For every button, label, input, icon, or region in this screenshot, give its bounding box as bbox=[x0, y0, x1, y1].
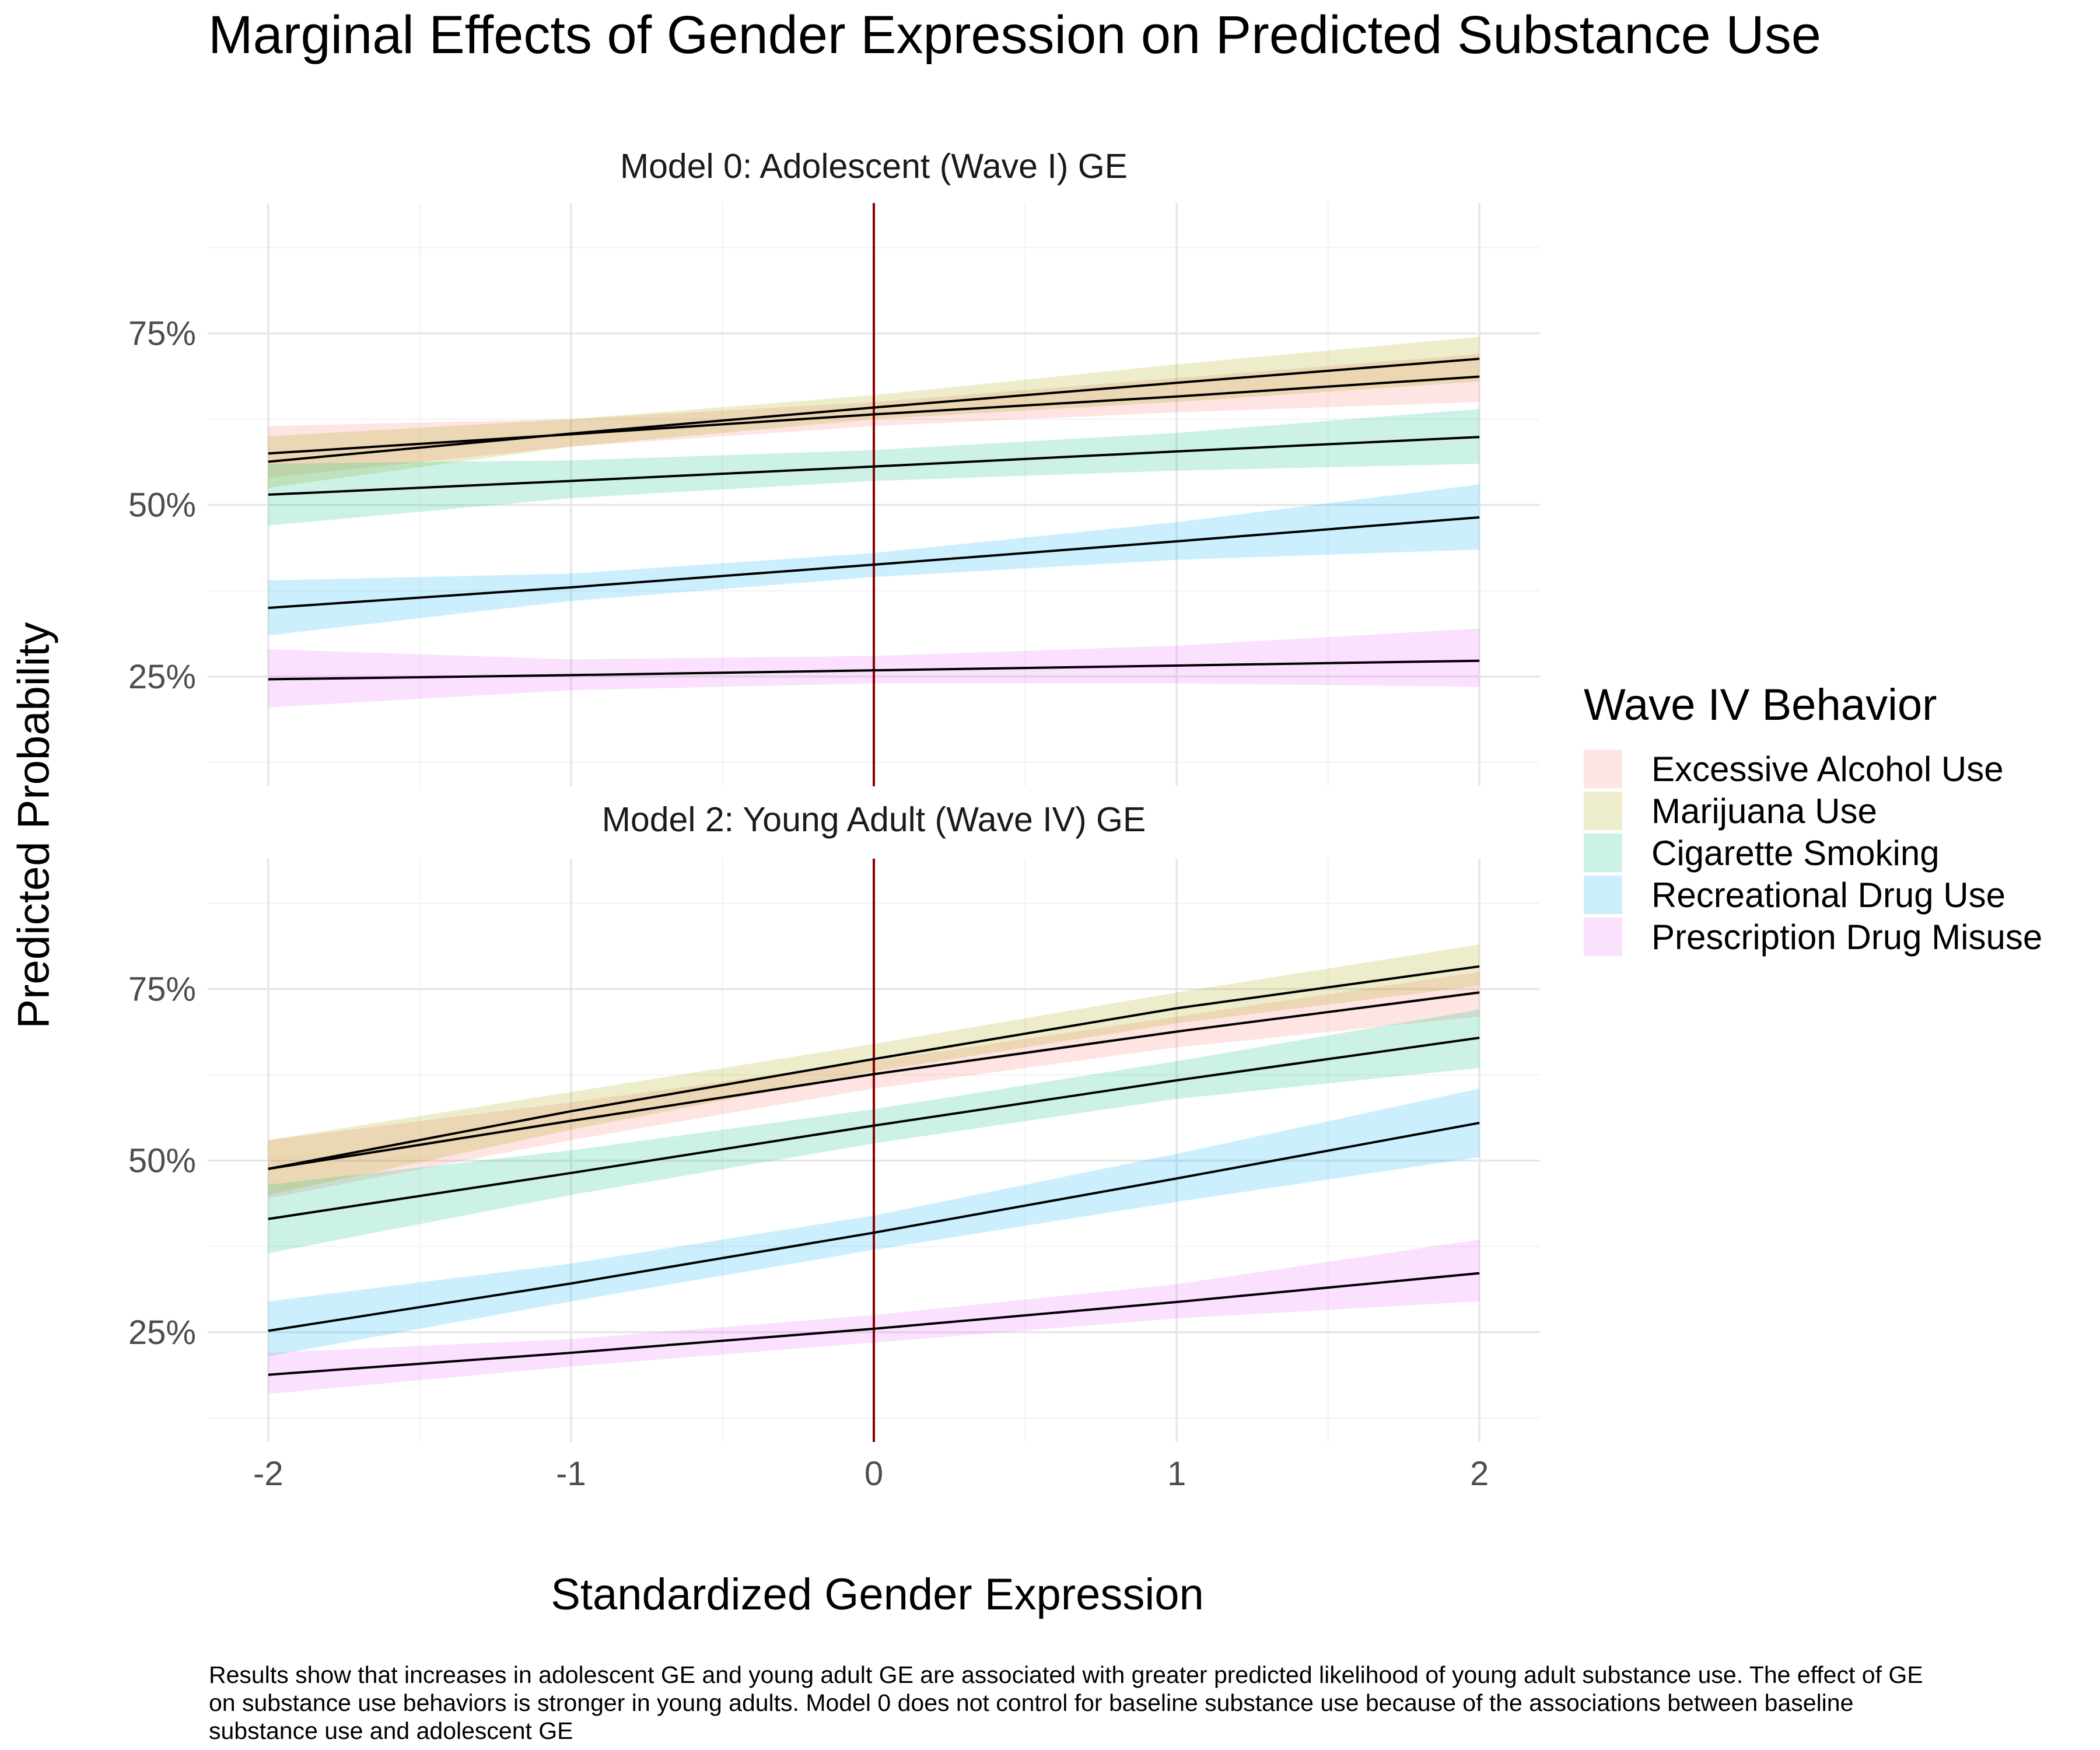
line-cigarette-smoking bbox=[268, 1037, 1480, 1220]
x-tick-label: -1 bbox=[556, 1455, 586, 1493]
line-recreational-drug-use bbox=[268, 516, 1480, 610]
y-tick-label: 75% bbox=[128, 315, 196, 353]
panel-1: Model 2: Young Adult (Wave IV) GE 25% 50% 7… bbox=[128, 800, 1540, 1442]
legend: Wave IV Behavior Excessive Alcohol Use Ma… bbox=[1584, 680, 2042, 958]
line-prescription-drug-misuse bbox=[268, 1272, 1480, 1376]
line-marijuana-use bbox=[268, 358, 1480, 463]
x-tick-label: 0 bbox=[864, 1455, 883, 1493]
legend-label: Prescription Drug Misuse bbox=[1651, 917, 2043, 957]
legend-item: Marijuana Use bbox=[1584, 790, 2042, 832]
y-tick-label: 25% bbox=[128, 1314, 196, 1352]
y-axis-label: Predicted Probability bbox=[9, 622, 59, 1029]
legend-item: Cigarette Smoking bbox=[1584, 832, 2042, 874]
legend-item: Recreational Drug Use bbox=[1584, 874, 2042, 916]
legend-swatch bbox=[1584, 792, 1622, 830]
legend-item: Prescription Drug Misuse bbox=[1584, 916, 2042, 958]
legend-swatch bbox=[1584, 750, 1622, 788]
y-tick-label: 50% bbox=[128, 1142, 196, 1180]
legend-swatch bbox=[1584, 834, 1622, 872]
y-tick-label: 50% bbox=[128, 487, 196, 524]
legend-swatch bbox=[1584, 876, 1622, 914]
x-tick-label: -2 bbox=[253, 1455, 284, 1493]
caption: Results show that increases in adolescen… bbox=[209, 1661, 1923, 1744]
line-recreational-drug-use bbox=[268, 1121, 1480, 1332]
line-prescription-drug-misuse bbox=[268, 659, 1480, 681]
panel-title: Model 2: Young Adult (Wave IV) GE bbox=[602, 800, 1146, 839]
y-tick-label: 25% bbox=[128, 658, 196, 696]
x-axis-label: Standardized Gender Expression bbox=[551, 1570, 1204, 1619]
legend-label: Marijuana Use bbox=[1651, 791, 1877, 831]
line-cigarette-smoking bbox=[268, 436, 1480, 496]
panel-0: Model 0: Adolescent (Wave I) GE 25% 50% 75% bbox=[128, 147, 1540, 786]
x-tick-label: 2 bbox=[1470, 1455, 1489, 1493]
x-tick-label: 1 bbox=[1167, 1455, 1186, 1493]
legend-label: Excessive Alcohol Use bbox=[1651, 749, 2004, 789]
line-excessive-alcohol-use bbox=[268, 375, 1480, 455]
legend-label: Cigarette Smoking bbox=[1651, 833, 1940, 873]
line-excessive-alcohol-use bbox=[268, 991, 1480, 1170]
line-marijuana-use bbox=[268, 965, 1480, 1170]
panel-title: Model 0: Adolescent (Wave I) GE bbox=[620, 147, 1128, 186]
chart-title: Marginal Effects of Gender Expression on… bbox=[208, 5, 1821, 65]
legend-title: Wave IV Behavior bbox=[1584, 680, 1937, 730]
legend-item: Excessive Alcohol Use bbox=[1584, 748, 2042, 790]
legend-swatch bbox=[1584, 918, 1622, 956]
legend-label: Recreational Drug Use bbox=[1651, 875, 2006, 915]
y-tick-label: 75% bbox=[128, 971, 196, 1009]
